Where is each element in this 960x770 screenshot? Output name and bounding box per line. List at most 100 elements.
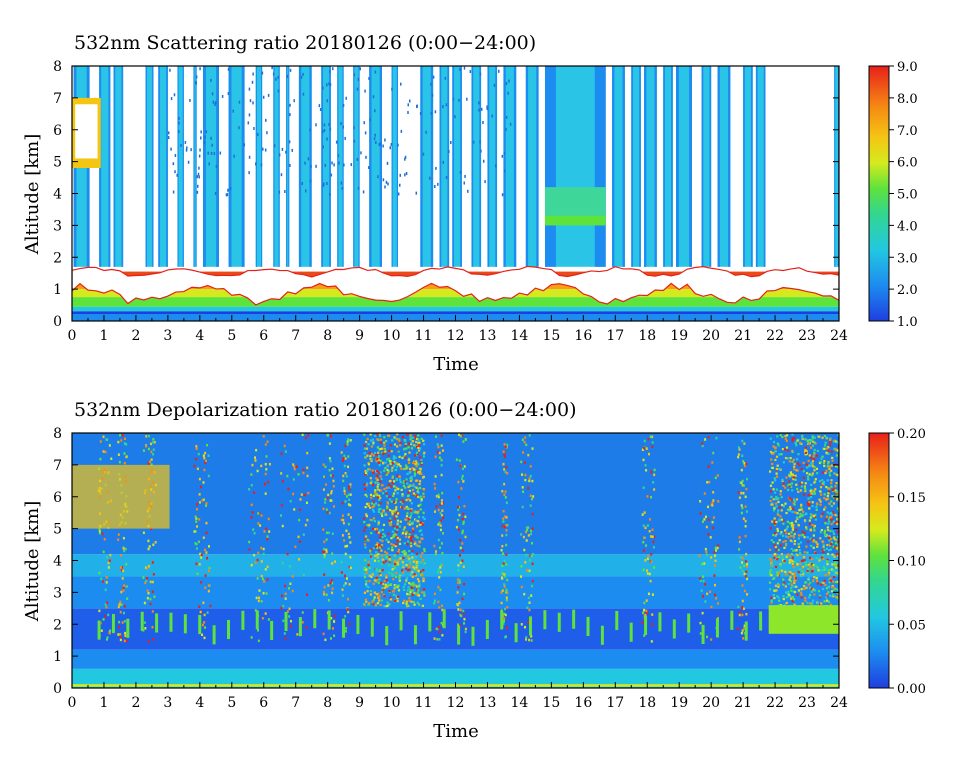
depol-noise	[814, 540, 817, 543]
noise-speckle	[445, 103, 448, 107]
depol-noise	[363, 517, 366, 520]
depol-speckle	[201, 499, 204, 502]
depol-noise	[408, 471, 411, 474]
depol-speckle	[325, 508, 328, 511]
depol-noise	[825, 447, 829, 450]
depol-noise	[393, 464, 396, 467]
noise-speckle	[431, 93, 434, 97]
depol-speckle	[289, 499, 292, 503]
depol-speckle	[530, 635, 533, 638]
aerosol-column-edge	[321, 66, 324, 267]
depol-speckle	[342, 474, 345, 478]
depol-speckle	[523, 548, 526, 552]
depol-speckle	[741, 561, 744, 564]
depol-noise	[365, 584, 368, 587]
noise-speckle	[214, 103, 216, 107]
depol-speckle	[323, 573, 326, 576]
depol-noise	[409, 499, 412, 502]
depol-noise	[364, 535, 368, 538]
depol-noise	[830, 515, 833, 519]
depol-speckle	[464, 515, 467, 518]
noise-speckle	[167, 131, 170, 135]
panel-1-colorbar-ticks: 1.02.03.04.05.06.07.08.09.0	[889, 60, 918, 330]
aerosol-column-edge	[544, 66, 556, 267]
depol-speckle	[283, 632, 286, 635]
depol-speckle	[460, 477, 463, 480]
depol-noise	[782, 522, 785, 525]
depol-speckle	[525, 638, 528, 641]
depol-noise	[411, 589, 415, 592]
depol-speckle	[531, 584, 534, 588]
depol-noise	[824, 441, 827, 444]
aerosol-column-edge	[369, 66, 372, 267]
depol-speckle	[462, 480, 465, 483]
depol-speckle	[741, 556, 744, 560]
noise-speckle	[493, 83, 496, 87]
depol-speckle	[253, 553, 256, 557]
depol-noise	[825, 485, 828, 489]
depol-speckle	[263, 530, 266, 533]
depol-noise	[825, 592, 829, 596]
depol-noise	[371, 519, 374, 522]
depol-noise	[404, 551, 408, 554]
depol-speckle	[526, 528, 529, 532]
depol-speckle	[195, 562, 198, 565]
depol-speckle	[248, 548, 251, 551]
depol-noise	[380, 549, 383, 552]
depol-noise	[787, 484, 790, 487]
depol-speckle	[651, 441, 654, 444]
depol-noise	[372, 500, 375, 503]
depol-noise	[789, 471, 793, 474]
depol-noise	[409, 591, 412, 594]
noise-speckle	[365, 155, 367, 159]
depol-noise	[413, 583, 416, 586]
depol-noise	[822, 462, 826, 465]
depol-noise	[828, 549, 831, 552]
depol-speckle	[702, 575, 705, 578]
depol-speckle	[530, 554, 533, 558]
depol-noise	[806, 475, 810, 478]
depol-noise	[408, 593, 411, 596]
depol-speckle	[147, 539, 150, 543]
depol-noise	[811, 489, 814, 492]
aerosol-column-edge	[622, 66, 625, 267]
depol-noise	[367, 502, 370, 505]
depol-noise	[404, 442, 407, 446]
depol-noise	[374, 489, 377, 492]
depol-speckle	[433, 592, 436, 596]
depol-noise	[829, 542, 833, 546]
depol-noise	[831, 563, 834, 566]
depol-noise	[800, 485, 803, 488]
depol-noise	[782, 505, 786, 508]
y-tick-label: 4	[53, 554, 62, 570]
depol-noise	[382, 523, 386, 526]
depol-speckle	[260, 546, 263, 550]
depol-noise	[803, 536, 806, 539]
depol-noise	[772, 577, 775, 580]
depol-noise	[371, 438, 375, 441]
depol-speckle	[262, 591, 265, 595]
depol-noise	[791, 460, 794, 463]
depol-noise	[799, 441, 802, 444]
depol-speckle	[531, 579, 534, 583]
depol-speckle	[439, 519, 442, 522]
depol-noise	[776, 527, 779, 531]
depol-speckle	[195, 503, 198, 506]
depol-speckle	[102, 435, 105, 439]
depol-noise	[384, 450, 387, 453]
depol-noise	[825, 436, 828, 439]
depol-noise	[376, 433, 379, 436]
depol-noise	[789, 596, 793, 599]
depol-spike	[557, 612, 561, 632]
depol-noise	[379, 496, 382, 500]
depol-speckle	[100, 629, 103, 632]
depol-speckle	[146, 589, 149, 592]
depol-noise	[379, 489, 383, 492]
depol-speckle	[651, 613, 654, 616]
depol-speckle	[120, 569, 123, 572]
depol-noise	[385, 538, 388, 541]
depol-speckle	[331, 467, 334, 470]
depol-speckle	[257, 512, 260, 515]
depol-noise	[806, 540, 810, 543]
depol-noise	[403, 447, 406, 451]
